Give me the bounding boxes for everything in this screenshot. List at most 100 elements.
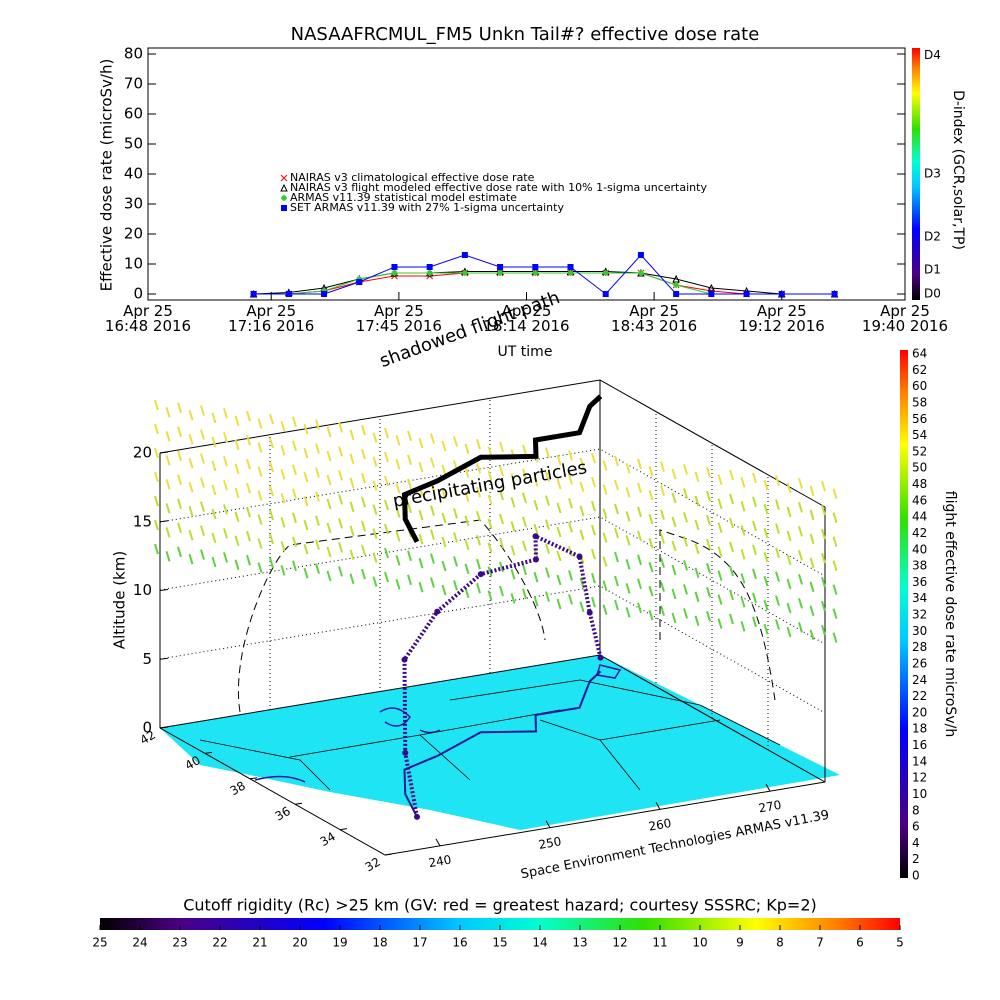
curtain-dash [821, 600, 826, 612]
curtain-dash [303, 423, 309, 435]
curtain-dash [292, 416, 297, 428]
curtain-dash [740, 525, 746, 536]
flight-point [586, 609, 593, 616]
curtain-dash [614, 527, 619, 539]
curtain-dash [706, 586, 711, 598]
marker [567, 270, 574, 276]
curtain-dash [694, 615, 700, 627]
flight-point [533, 556, 539, 563]
curtain-dash [775, 475, 780, 486]
curtain-dash [165, 551, 171, 562]
curtain-dash [637, 554, 642, 566]
curtain-dash [775, 523, 780, 534]
colorbar-tick-label: 18 [912, 722, 927, 736]
curtain-dash [579, 505, 585, 517]
curtain-dash [303, 519, 309, 531]
curtain-dash [200, 429, 205, 440]
curtain-dash [763, 527, 769, 539]
curtain-dash [683, 536, 688, 547]
curtain-dash [188, 409, 194, 421]
curtain-dash [418, 437, 424, 449]
z-tick [159, 589, 169, 591]
curtain-dash [568, 522, 573, 533]
curtain-dash [165, 527, 171, 538]
curtain-dash [763, 575, 769, 587]
curtain-dash [579, 481, 585, 493]
curtain-dash [361, 472, 366, 484]
curtain-dash [556, 502, 562, 514]
curtain-dash [694, 495, 700, 507]
curtain-dash [671, 492, 677, 504]
curtain-dash [660, 461, 665, 472]
curtain-dash [752, 544, 757, 556]
curtain-dash [200, 525, 205, 536]
curtain-dash [832, 632, 838, 643]
curtain-dash [234, 439, 240, 451]
curtain-dash [487, 518, 493, 529]
curtain-dash [361, 448, 366, 460]
y-tick-label: 50 [124, 135, 143, 153]
curtain-dash [798, 550, 803, 561]
curtain-dash [234, 559, 240, 571]
curtain-dash [257, 514, 263, 525]
curtain-dash [591, 572, 596, 584]
colorbar-tick-label: 18 [372, 936, 387, 950]
curtain-dash [671, 588, 677, 600]
marker [285, 291, 292, 297]
curtain-dash [453, 508, 458, 519]
x-tick-label: Apr 25 18:43 2016 [611, 302, 698, 335]
colorbar-tick-label: 6 [856, 936, 864, 950]
curtain-dash [430, 529, 435, 540]
curtain-dash [740, 477, 746, 488]
curtain-dash [648, 513, 654, 525]
curtain-dash [648, 609, 654, 621]
curtain-dash [499, 561, 504, 573]
legend-marker [281, 195, 287, 201]
curtain-dash [660, 509, 665, 520]
curtain-dash [683, 560, 688, 571]
marker [602, 270, 609, 276]
curtain-dash [671, 540, 677, 552]
map-contours [254, 664, 622, 783]
curtain-dash [786, 530, 792, 542]
curtain-dash [717, 522, 723, 533]
curtain-dash [418, 533, 424, 545]
curtain-dash [706, 514, 711, 526]
curtain-dash [384, 547, 389, 559]
curtain-dash [568, 594, 573, 605]
curtain-dash [476, 438, 481, 450]
curtain-dash [637, 530, 642, 542]
colorbar-tick-label: 19 [332, 936, 347, 950]
colorbar-tick-label: 28 [912, 640, 927, 654]
curtain-dash [717, 594, 723, 605]
curtain-dash [165, 431, 171, 442]
curtain-dash [430, 505, 435, 516]
colorbar-tick-label: 24 [912, 673, 927, 687]
curtain-dash [395, 555, 401, 566]
curtain-dash [729, 469, 734, 481]
curtain-dash [441, 488, 447, 500]
y-tick [204, 751, 213, 754]
x-tick-label: Apr 25 16:48 2016 [104, 302, 192, 335]
curtain-dash [372, 480, 378, 491]
curtain-dash [395, 483, 401, 494]
curtain-dash [821, 528, 826, 540]
marker [637, 252, 644, 258]
curtain-dash [671, 612, 677, 624]
curtain-dash [545, 471, 550, 482]
curtain-dash [591, 524, 596, 536]
colorbar-tick-label: 2 [912, 852, 920, 866]
curtain-dash [648, 585, 654, 597]
curtain-dash [752, 472, 757, 484]
curtain-dash [211, 532, 217, 544]
curtain-dash [648, 465, 654, 477]
curtain-dash [763, 551, 769, 563]
colorbar-tick-label: 8 [776, 936, 784, 950]
marker [831, 291, 838, 297]
curtain-dash [211, 484, 217, 496]
curtain-dash [154, 447, 159, 459]
marker [743, 291, 750, 297]
legend-marker [280, 174, 288, 182]
curtain-dash [154, 495, 159, 507]
curtain-dash [740, 573, 746, 584]
